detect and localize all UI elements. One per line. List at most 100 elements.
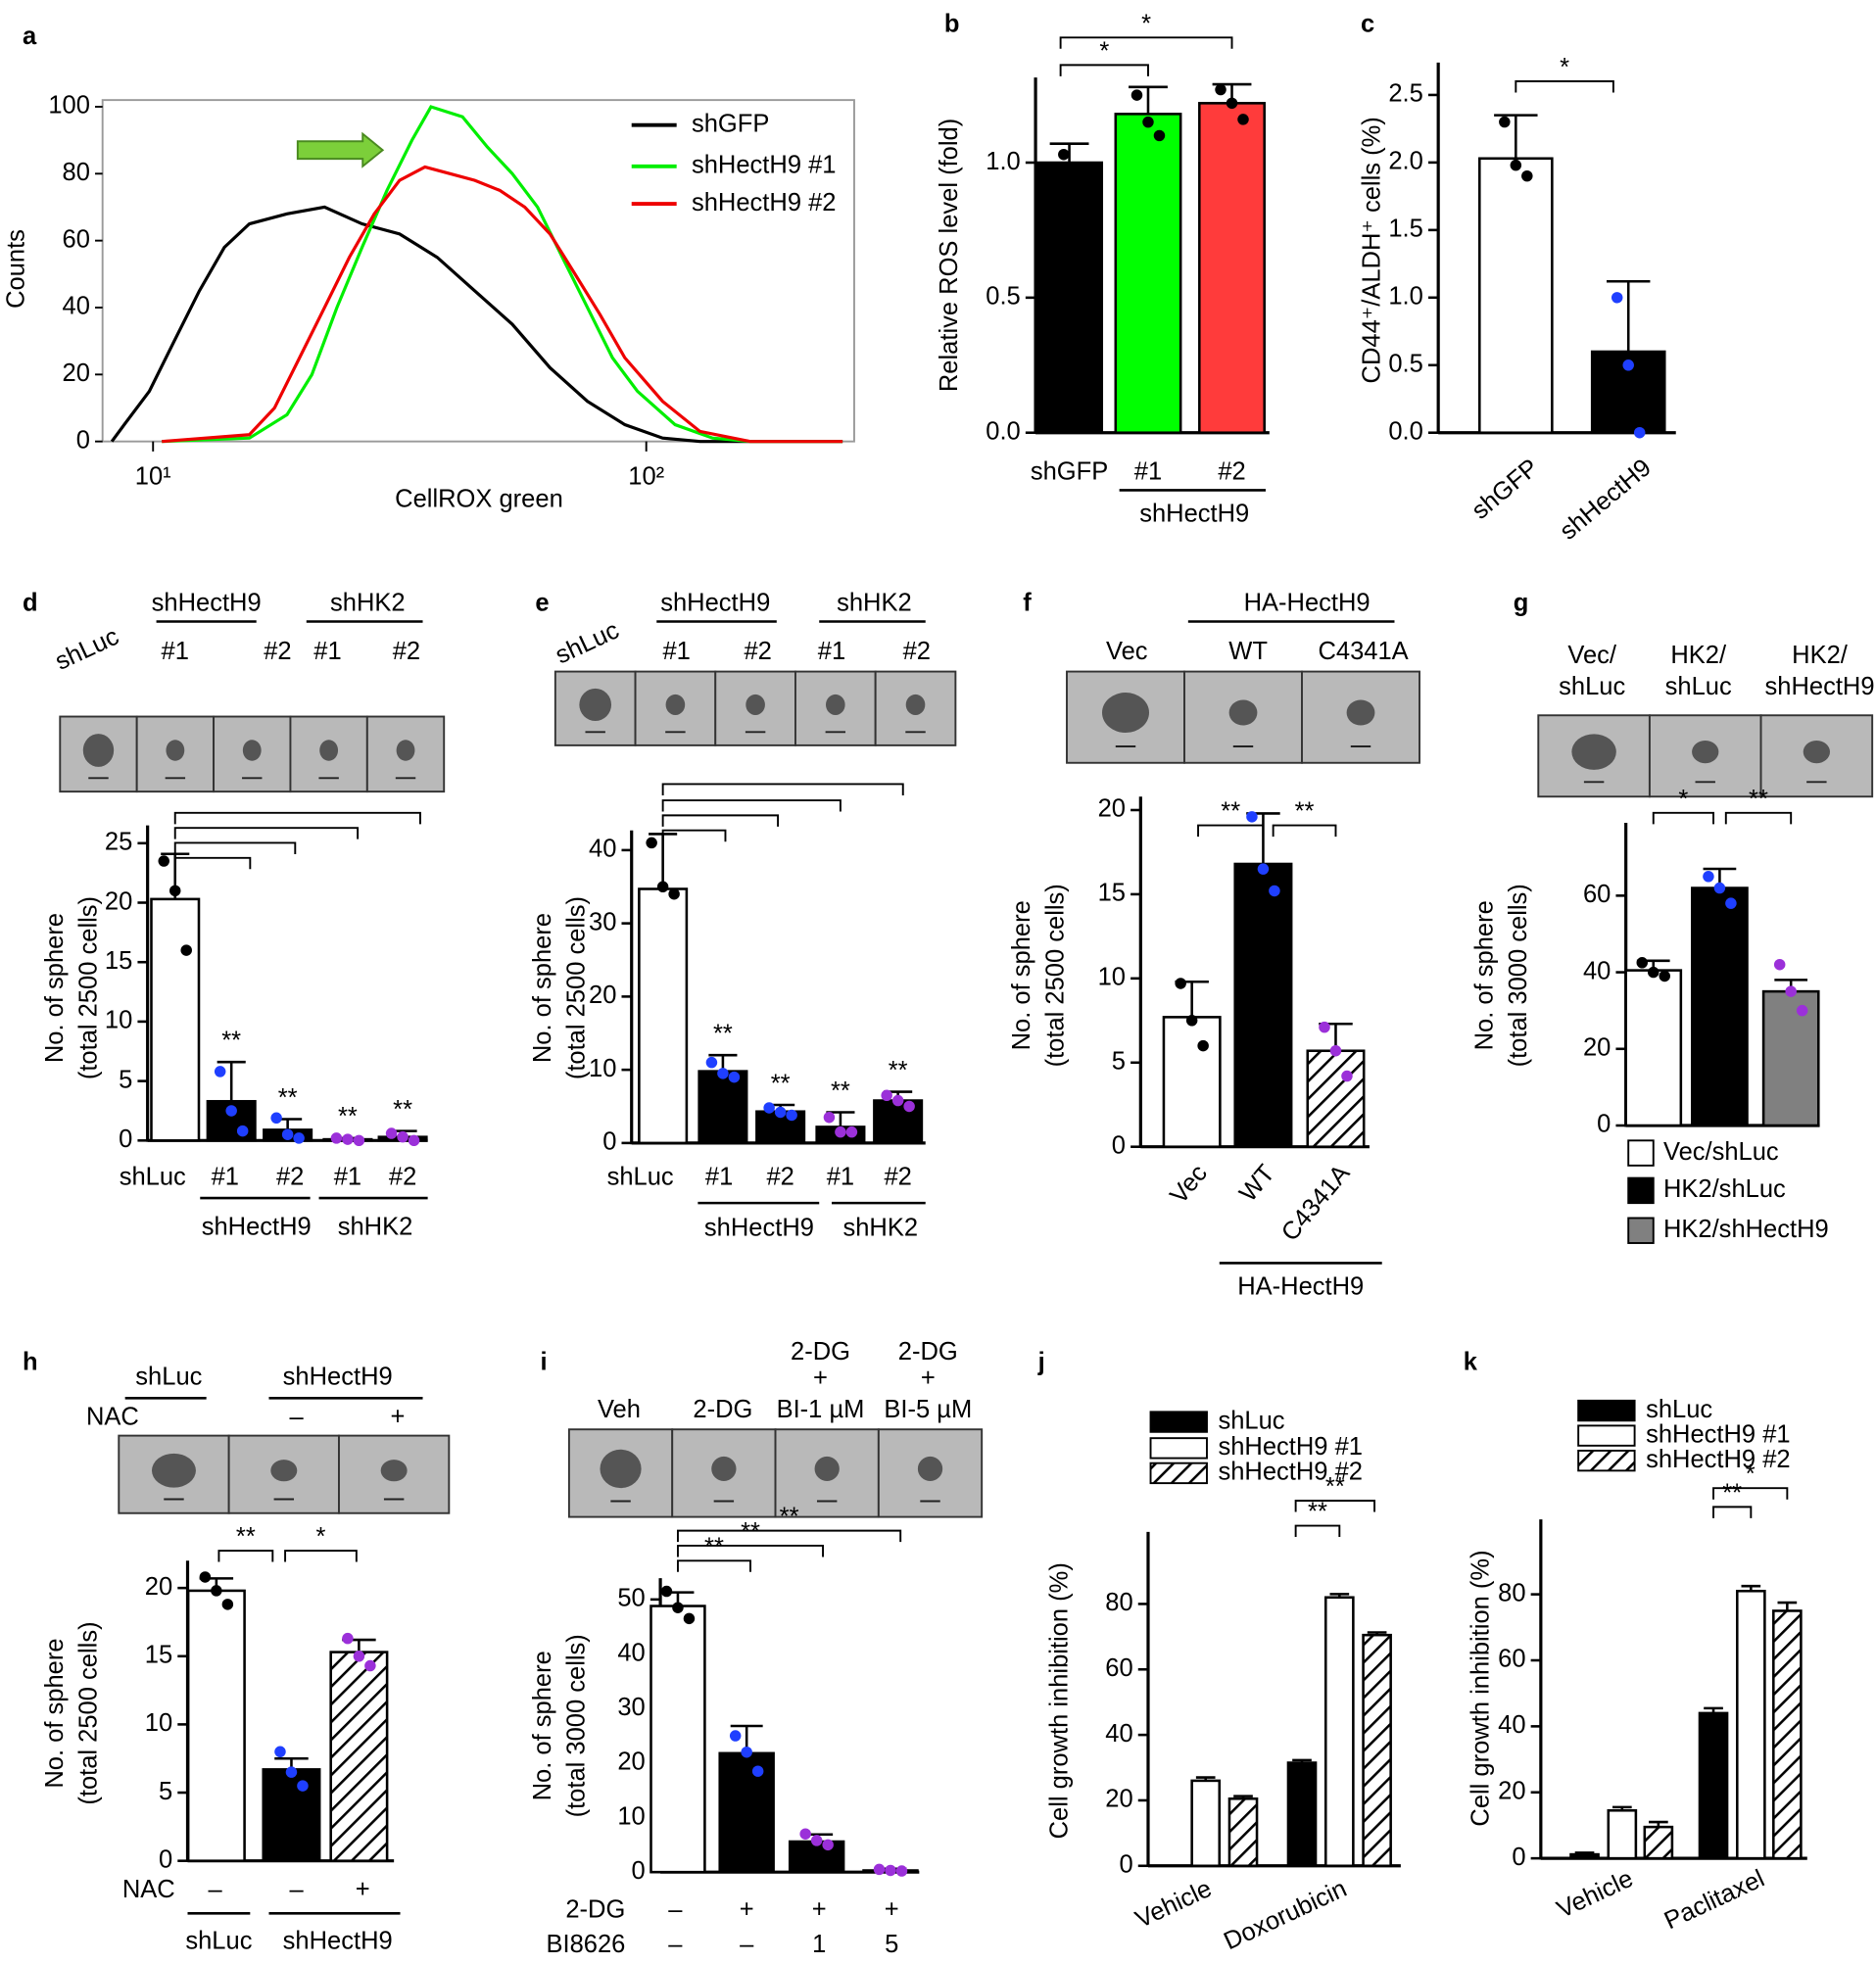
significance-label: **: [713, 1020, 733, 1047]
data-point: [297, 1780, 309, 1792]
y-axis-label: (total 3000 cells): [1505, 884, 1532, 1067]
y-tick-label: 20: [617, 1748, 645, 1776]
y-tick-label: 1.0: [1388, 283, 1422, 311]
row-cell: –: [668, 1931, 683, 1958]
sphere: [746, 694, 765, 716]
bar: [1772, 1609, 1803, 1860]
sphere: [242, 740, 262, 761]
bar: [1569, 1852, 1600, 1860]
data-point: [728, 1071, 741, 1083]
row-cell: –: [208, 1876, 222, 1903]
bar: [1198, 102, 1266, 435]
header-label: +: [921, 1365, 936, 1392]
significance-label: **: [1295, 798, 1315, 826]
header-label: shHectH9: [152, 589, 262, 616]
data-point: [895, 1865, 908, 1877]
sphere: [814, 1456, 840, 1481]
histogram-line: [110, 205, 843, 444]
panel-letter: b: [944, 10, 960, 37]
data-point: [660, 1585, 673, 1598]
legend-swatch: [1149, 1437, 1208, 1460]
header-label: #1: [313, 638, 341, 665]
header-label: HK2/: [1670, 642, 1727, 669]
legend-label: shHectH9 #2: [692, 189, 836, 216]
sphere: [917, 1456, 943, 1481]
panel-letter: a: [23, 23, 37, 50]
row-cell: +: [356, 1876, 370, 1903]
sphere: [270, 1460, 298, 1482]
sphere: [600, 1449, 642, 1489]
significance-bracket: [1294, 1500, 1376, 1512]
y-tick-label: 0: [1597, 1111, 1611, 1138]
sphere: [1101, 693, 1150, 734]
data-point: [342, 1133, 354, 1145]
bar: [329, 1651, 389, 1862]
bar: [697, 1070, 748, 1145]
y-tick-label: 0: [76, 426, 90, 454]
y-tick-label: 40: [1105, 1720, 1132, 1748]
x-tick-label: #2: [1218, 457, 1245, 485]
y-tick-label: 80: [63, 159, 90, 186]
header-label: shLuc: [135, 1364, 202, 1391]
y-tick-label: 40: [63, 293, 90, 320]
y-tick-label: 5: [159, 1778, 172, 1805]
data-point: [1319, 1021, 1330, 1033]
data-point: [1703, 871, 1714, 883]
legend-label: shHectH9 #1: [1218, 1433, 1363, 1461]
significance-label: *: [1141, 10, 1151, 37]
significance-bracket: [284, 1550, 358, 1562]
bar: [1691, 886, 1749, 1127]
error-bar: [1233, 1795, 1253, 1799]
group-label: shHectH9: [704, 1215, 814, 1242]
y-tick-label: 40: [617, 1639, 645, 1666]
row-cell: –: [740, 1931, 754, 1958]
significance-label: *: [1678, 786, 1688, 813]
group-label: shHectH9: [283, 1927, 393, 1954]
bar: [1114, 113, 1182, 435]
y-axis-label: No. of sphere: [41, 913, 69, 1063]
y-tick-label: 1.5: [1388, 216, 1422, 243]
legend-swatch: [1627, 1217, 1655, 1244]
y-tick-label: 30: [617, 1694, 645, 1721]
legend-label: shHectH9 #1: [1646, 1420, 1791, 1448]
significance-bracket: [173, 827, 360, 839]
y-tick-label: 20: [1498, 1777, 1525, 1804]
y-tick-label: 5: [119, 1066, 132, 1093]
data-point: [330, 1132, 343, 1144]
x-tick-label: 10²: [628, 462, 664, 490]
row-cell: +: [740, 1895, 754, 1923]
data-point: [1246, 811, 1258, 823]
bar: [718, 1751, 775, 1874]
row-cell: –: [668, 1895, 683, 1923]
row-cell: +: [812, 1895, 827, 1923]
legend-swatch: [1627, 1139, 1655, 1167]
legend-swatch: [1149, 1461, 1208, 1485]
significance-bracket: [1515, 80, 1614, 93]
legend-label: shHectH9 #2: [1646, 1446, 1791, 1473]
row-cell: –: [289, 1876, 304, 1903]
y-tick-label: 10: [589, 1055, 616, 1082]
sphere: [166, 740, 185, 761]
significance-bracket: [661, 829, 727, 842]
sphere: [905, 694, 926, 716]
data-point: [885, 1864, 896, 1877]
header-label: Vec: [1106, 638, 1148, 665]
row-label: NAC: [122, 1876, 175, 1903]
shift-arrow: [296, 131, 385, 168]
y-tick-label: 0: [119, 1126, 132, 1153]
y-tick-label: 15: [145, 1642, 172, 1669]
data-point: [353, 1651, 365, 1662]
header-label: shLuc: [1665, 673, 1732, 700]
error-bar: [1367, 1631, 1387, 1636]
y-tick-label: 20: [105, 887, 132, 915]
header-label: shHK2: [837, 589, 912, 616]
data-point: [1622, 359, 1634, 371]
significance-label: **: [780, 1504, 799, 1531]
data-point: [1796, 1004, 1808, 1017]
data-point: [397, 1130, 409, 1143]
significance-label: *: [1560, 54, 1569, 81]
group-label: shLuc: [185, 1927, 252, 1954]
significance-label: **: [1749, 786, 1768, 813]
plot-frame: [101, 99, 855, 443]
histogram-line: [162, 165, 843, 444]
